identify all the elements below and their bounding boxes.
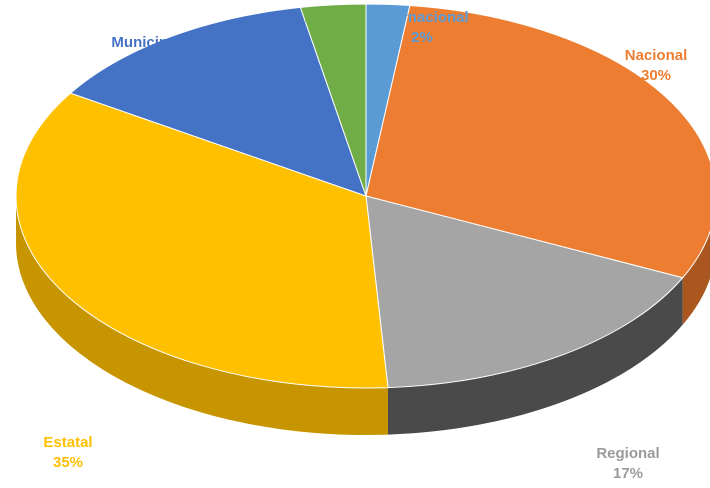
pie-slice-regional	[365, 195, 684, 389]
pie-slice-local	[299, 3, 367, 197]
pie-slice-nacional	[365, 4, 710, 279]
pie-depth-layer	[16, 196, 710, 435]
slice-value-nacional: 30%	[641, 67, 671, 84]
pie-slice-estatal	[15, 92, 389, 389]
slice-label-local: Local	[304, 9, 343, 26]
pie-slice-municipal	[69, 6, 367, 197]
pie-side-nacional	[682, 231, 710, 325]
slice-label-regional: Regional	[596, 445, 659, 462]
slice-value-estatal: 35%	[53, 454, 83, 471]
slice-label-internacional: Internacional	[375, 9, 468, 26]
slice-value-internacional: 2%	[411, 29, 433, 46]
pie-top-layer	[15, 3, 710, 389]
slice-value-municipal: 13%	[131, 54, 161, 71]
slice-value-regional: 17%	[613, 465, 643, 482]
slice-value-local: 3%	[313, 29, 335, 46]
slice-label-nacional: Nacional	[625, 47, 688, 64]
pie-side-regional	[387, 277, 683, 435]
pie-labels: Internacional 2% Nacional 30% Regional 17% Est…	[43, 9, 687, 482]
slice-label-municipal: Municipal	[111, 34, 180, 51]
slice-label-estatal: Estatal	[43, 434, 92, 451]
pie-side-estatal	[16, 196, 388, 435]
